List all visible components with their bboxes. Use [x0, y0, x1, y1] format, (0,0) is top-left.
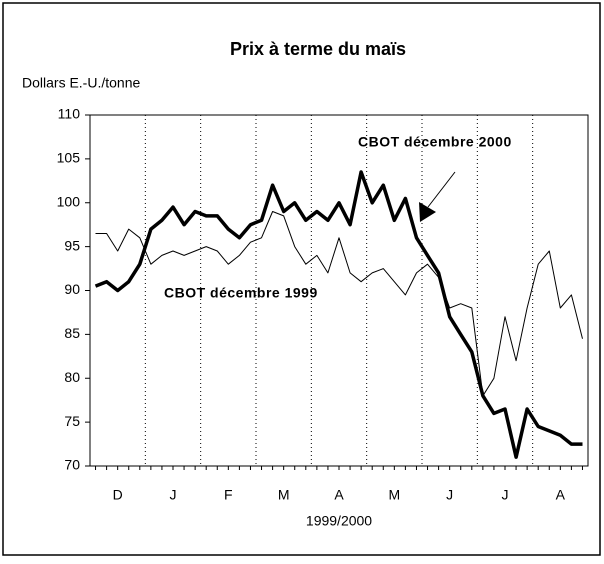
y-tick-label: 100 [57, 193, 81, 209]
y-tick-label: 90 [64, 281, 80, 297]
frame [2, 2, 601, 556]
x-tick-label: M [388, 487, 400, 503]
y-tick-label: 70 [64, 457, 80, 473]
x-tick-label: J [446, 487, 453, 503]
x-tick-label: A [556, 487, 566, 503]
series-line [94, 170, 583, 459]
y-tick-label: 95 [64, 237, 80, 253]
x-tick-label: D [113, 487, 123, 503]
x-tick-label: M [278, 487, 290, 503]
series-line [95, 211, 583, 397]
chart-title: Prix à terme du maïs [230, 39, 406, 59]
x-axis-label: 1999/2000 [306, 513, 372, 529]
annotation-arrow [427, 171, 456, 208]
x-tick-label: J [170, 487, 177, 503]
x-tick-label: F [224, 487, 233, 503]
legend-label: CBOT décembre 2000 [358, 134, 512, 150]
x-tick-label: J [502, 487, 509, 503]
legend-label: CBOT décembre 1999 [164, 285, 318, 301]
arrow-head [419, 202, 436, 222]
x-tick-label: A [334, 487, 344, 503]
y-tick-label: 80 [64, 369, 80, 385]
y-tick-label: 75 [64, 413, 80, 429]
y-tick-label: 110 [58, 106, 81, 122]
y-axis-label: Dollars E.-U./tonne [22, 75, 140, 91]
y-tick-label: 85 [64, 325, 80, 341]
y-tick-label: 105 [57, 150, 81, 166]
